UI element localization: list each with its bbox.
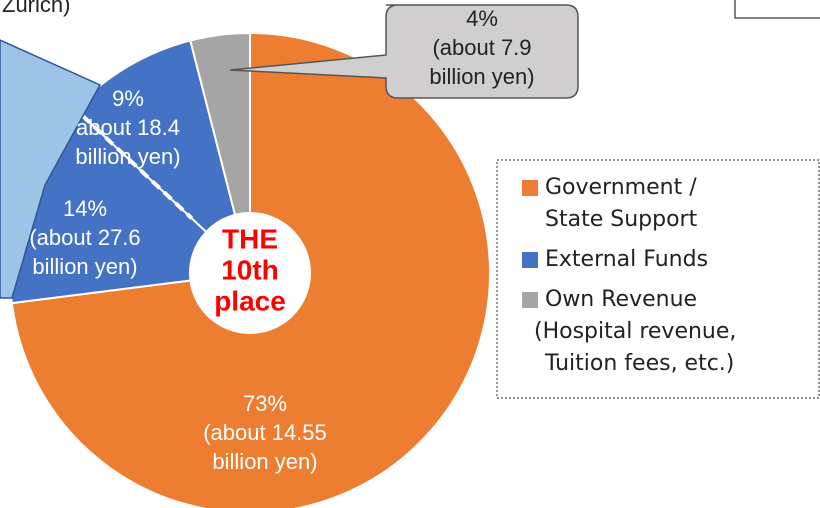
divider <box>80 114 194 220</box>
slice <box>10 31 491 508</box>
value-label: billion yen) <box>32 254 137 279</box>
value-label: 14% <box>63 196 107 221</box>
legend-label: External Funds <box>545 247 708 272</box>
heading: Zurich) <box>2 0 70 17</box>
value-label: 9% <box>112 86 144 111</box>
legend-box <box>496 159 820 399</box>
legend-swatch <box>522 292 538 308</box>
value-label: about 18.4 <box>76 115 180 140</box>
value-label: (about 14.55 <box>203 420 327 445</box>
center-text: THE <box>222 223 278 254</box>
legend-label: Own Revenue <box>545 287 697 312</box>
value-label: billion yen) <box>212 449 317 474</box>
legend-swatch <box>522 180 538 196</box>
legend: Government / State Support External Funds O… <box>522 175 736 376</box>
legend-label: State Support <box>545 207 698 232</box>
center-text: 10th <box>221 254 279 285</box>
legend-label: Government / <box>545 175 697 200</box>
cut-box <box>734 0 820 19</box>
legend-label: Tuition fees, etc.) <box>544 351 734 376</box>
value-label: billion yen) <box>75 144 180 169</box>
value-label: 73% <box>243 391 287 416</box>
legend-swatch <box>522 252 538 268</box>
value-label: (about 27.6 <box>29 225 140 250</box>
value-label: billion yen) <box>429 64 534 89</box>
value-label: 4% <box>466 6 498 31</box>
gray-callout <box>229 4 579 99</box>
left-callout <box>0 39 102 299</box>
legend-label: (Hospital revenue, <box>534 319 736 344</box>
slice <box>189 31 251 217</box>
value-label: (about 7.9 <box>432 35 531 60</box>
center-text: place <box>214 285 286 316</box>
